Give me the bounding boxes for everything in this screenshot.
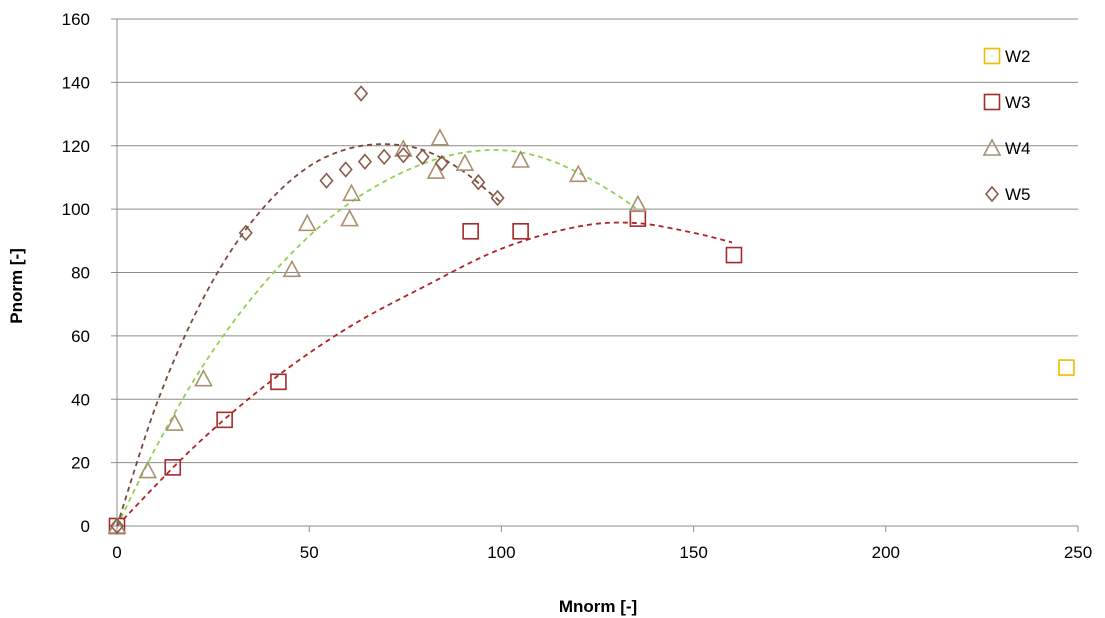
y-tick-label: 20 bbox=[71, 454, 90, 473]
y-tick-label: 60 bbox=[71, 327, 90, 346]
point-w4 bbox=[426, 161, 446, 179]
trendline-w4 bbox=[116, 149, 637, 527]
point-w4 bbox=[342, 183, 361, 202]
point-w5 bbox=[377, 148, 392, 166]
trendlines bbox=[116, 143, 733, 527]
y-tick-label: 140 bbox=[62, 73, 90, 92]
y-tick-label: 80 bbox=[71, 264, 90, 283]
point-w5 bbox=[357, 153, 372, 170]
point-w4 bbox=[511, 150, 530, 168]
legend-label-w5: W5 bbox=[1005, 185, 1031, 204]
point-w5 bbox=[490, 189, 505, 207]
gridlines bbox=[117, 18, 1078, 464]
point-w5 bbox=[434, 154, 449, 172]
point-w3 bbox=[270, 373, 287, 391]
point-w5 bbox=[471, 173, 486, 191]
y-tick-labels: 0 20 40 60 80 100 120 140 160 bbox=[62, 10, 117, 536]
point-w4 bbox=[394, 139, 413, 157]
point-w4 bbox=[194, 368, 213, 387]
legend-marker-w5 bbox=[984, 185, 1000, 203]
point-w2 bbox=[1058, 359, 1075, 376]
legend: W2 W3 W4 W5 bbox=[982, 47, 1031, 204]
point-w3 bbox=[462, 223, 479, 240]
data-points bbox=[107, 85, 1075, 535]
x-tick-label: 0 bbox=[112, 543, 121, 562]
point-w4 bbox=[568, 164, 588, 183]
point-w5 bbox=[354, 85, 369, 102]
point-w5 bbox=[319, 172, 334, 189]
trendline-w5 bbox=[116, 143, 502, 527]
point-w3 bbox=[164, 459, 182, 476]
point-w3 bbox=[512, 223, 529, 240]
legend-label-w3: W3 bbox=[1005, 93, 1031, 112]
point-w4 bbox=[628, 194, 648, 213]
point-w4 bbox=[165, 413, 184, 431]
x-tick-label: 50 bbox=[300, 543, 319, 562]
x-axis-title: Mnorm [-] bbox=[559, 597, 637, 616]
point-w4 bbox=[455, 153, 475, 171]
point-w5 bbox=[338, 161, 353, 178]
x-tick-label: 150 bbox=[679, 543, 707, 562]
x-tick-label: 100 bbox=[487, 543, 515, 562]
point-w3 bbox=[725, 246, 743, 264]
legend-marker-w2 bbox=[983, 47, 1001, 65]
y-tick-label: 0 bbox=[81, 517, 90, 536]
y-tick-label: 120 bbox=[62, 137, 90, 156]
y-tick-label: 40 bbox=[71, 390, 90, 409]
y-tick-label: 160 bbox=[62, 10, 90, 29]
x-tick-label: 250 bbox=[1064, 543, 1092, 562]
x-tick-label: 200 bbox=[872, 543, 900, 562]
point-w4 bbox=[138, 460, 158, 479]
legend-marker-w4 bbox=[982, 138, 1002, 156]
point-w5 bbox=[415, 148, 430, 166]
trendline-w3 bbox=[116, 221, 733, 527]
y-tick-label: 100 bbox=[62, 200, 90, 219]
point-w4 bbox=[297, 213, 317, 232]
point-w3 bbox=[216, 411, 233, 429]
legend-label-w2: W2 bbox=[1005, 47, 1031, 66]
point-w4 bbox=[340, 208, 359, 227]
legend-label-w4: W4 bbox=[1005, 139, 1031, 158]
legend-marker-w3 bbox=[983, 93, 1001, 111]
x-tick-labels: 0 50 100 150 200 250 bbox=[112, 526, 1092, 562]
point-w5 bbox=[396, 147, 411, 164]
point-w4 bbox=[430, 128, 450, 146]
point-w4 bbox=[282, 259, 302, 278]
y-axis-title: Pnorm [-] bbox=[7, 248, 26, 324]
point-w5 bbox=[238, 224, 253, 242]
point-w5 bbox=[109, 517, 125, 535]
